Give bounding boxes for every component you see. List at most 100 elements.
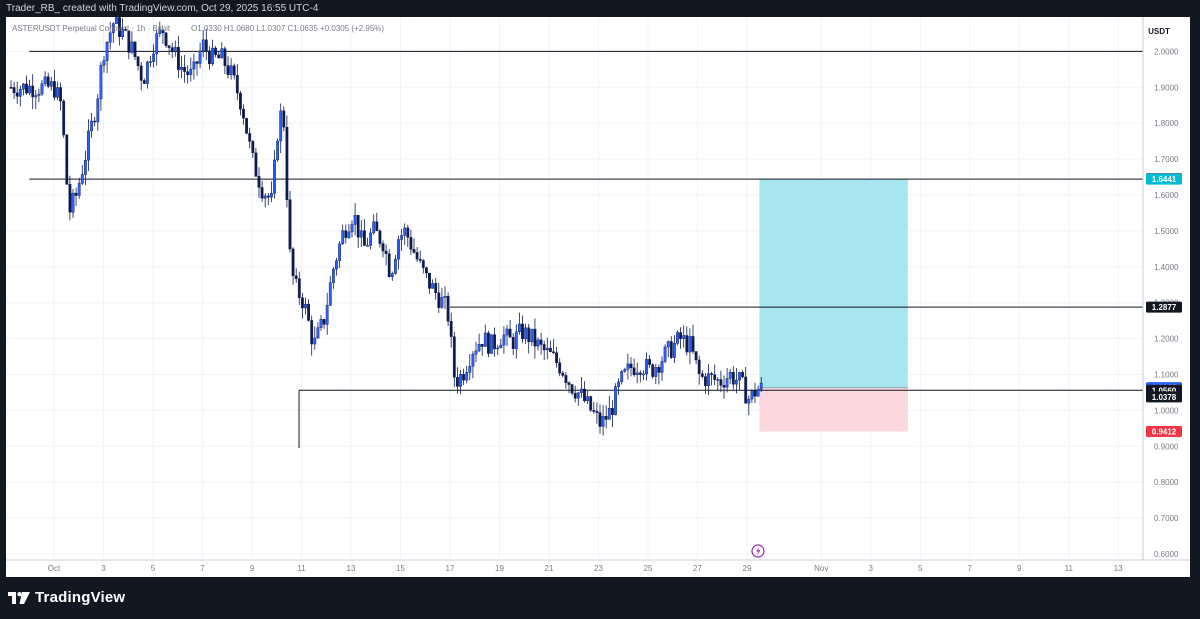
candle <box>586 389 590 404</box>
candle <box>127 30 131 60</box>
candle-body-up <box>474 350 478 355</box>
chart-frame[interactable]: 2.0000 1.9000 1.8000 1.7000 1.6000 1.5000 1.40… <box>6 17 1190 577</box>
date-tick-label: 15 <box>396 564 405 573</box>
candle <box>282 106 286 132</box>
loss-zone[interactable] <box>759 387 908 432</box>
candle-body-up <box>192 61 196 70</box>
candle-body-up <box>666 341 670 348</box>
candle-body-down <box>552 351 555 353</box>
candle-body-up <box>443 295 447 298</box>
candle-body-down <box>657 367 661 373</box>
candle <box>673 335 676 363</box>
candle <box>124 27 128 32</box>
candle-body-up <box>635 372 639 375</box>
candle-body-up <box>499 344 503 349</box>
candle <box>12 81 16 100</box>
candle-body-down <box>583 388 586 402</box>
candle-body-down <box>282 110 286 128</box>
candle-body-up <box>496 347 500 350</box>
price-tag-dark: 1.0378 <box>1146 391 1182 403</box>
candle <box>542 340 546 361</box>
price-tick-label: 1.8000 <box>1154 119 1179 128</box>
tradingview-logo[interactable]: TradingView <box>8 589 125 606</box>
candle-body-down <box>487 332 490 354</box>
candle-body-up <box>198 50 202 64</box>
candle <box>518 312 521 335</box>
candle <box>390 271 394 281</box>
candle-body-down <box>741 372 745 378</box>
candle-body-up <box>77 183 81 196</box>
candle-body-down <box>294 275 298 279</box>
price-tick-label: 0.9000 <box>1154 442 1179 451</box>
candle-body-up <box>502 334 506 346</box>
date-tick-label: 9 <box>250 564 255 573</box>
candle-body-down <box>421 260 425 268</box>
candle-body-down <box>65 134 69 185</box>
candle <box>614 383 617 416</box>
candle-body-down <box>651 364 655 377</box>
candle <box>347 224 351 239</box>
candle-body-up <box>682 335 686 339</box>
candlestick-chart[interactable]: 2.0000 1.9000 1.8000 1.7000 1.6000 1.5000 1.40… <box>6 17 1190 577</box>
candle <box>493 327 496 357</box>
candle <box>183 55 186 83</box>
candle-body-down <box>632 367 636 375</box>
candle <box>301 292 304 319</box>
candle <box>468 354 472 381</box>
profit-zone[interactable] <box>759 179 908 388</box>
price-tag-bg <box>1146 426 1182 438</box>
candle <box>735 368 738 394</box>
candle <box>384 244 388 266</box>
candle-body-down <box>564 375 568 383</box>
candle-body-up <box>28 85 31 94</box>
candle-body-down <box>176 46 180 70</box>
candle-body-down <box>254 152 258 177</box>
candle-body-up <box>270 193 273 198</box>
candle <box>266 193 270 206</box>
candle-body-up <box>279 110 283 142</box>
price-tag-bg <box>1146 301 1182 313</box>
candle <box>561 370 565 378</box>
brand-name: TradingView <box>35 589 126 606</box>
candle <box>682 325 686 348</box>
candle <box>43 71 47 87</box>
candle-body-down <box>59 87 63 102</box>
candle-body-up <box>735 379 738 385</box>
footer-bar: TradingView <box>0 577 1200 619</box>
candle <box>335 257 338 276</box>
date-tick-label: 7 <box>200 564 205 573</box>
candle <box>552 339 555 355</box>
price-tick-label: 1.2000 <box>1154 335 1179 344</box>
candle <box>660 356 664 381</box>
candle-body-up <box>536 339 540 347</box>
date-tick-label: Nov <box>814 564 828 573</box>
price-tick-label: 0.8000 <box>1154 478 1179 487</box>
candle-body-down <box>15 92 19 97</box>
candle-body-up <box>654 367 658 377</box>
candle-body-up <box>90 120 94 132</box>
candle <box>580 377 583 398</box>
candle <box>319 315 323 331</box>
candle-body-down <box>722 385 726 388</box>
candle <box>211 39 214 66</box>
candle <box>145 60 149 89</box>
date-tick-label: Oct <box>48 564 61 573</box>
candle <box>555 347 559 368</box>
candle <box>238 91 242 116</box>
candle-body-up <box>99 64 103 100</box>
candle <box>428 272 431 295</box>
candle-body-up <box>738 372 741 381</box>
candle <box>573 385 577 403</box>
date-tick-label: 11 <box>297 564 306 573</box>
candle <box>425 266 428 279</box>
candle <box>87 119 90 172</box>
tradingview-logo-icon <box>8 591 30 604</box>
axis-currency: USDT <box>1148 27 1170 36</box>
candle <box>443 286 447 310</box>
candle <box>394 254 397 275</box>
candle <box>387 249 391 278</box>
candle-body-up <box>71 192 75 213</box>
candle-body-up <box>359 230 363 238</box>
alert-icon[interactable] <box>751 544 765 558</box>
candle <box>747 395 751 416</box>
